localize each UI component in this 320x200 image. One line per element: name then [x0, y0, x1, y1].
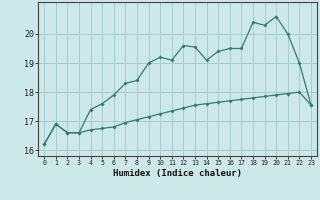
X-axis label: Humidex (Indice chaleur): Humidex (Indice chaleur): [113, 169, 242, 178]
